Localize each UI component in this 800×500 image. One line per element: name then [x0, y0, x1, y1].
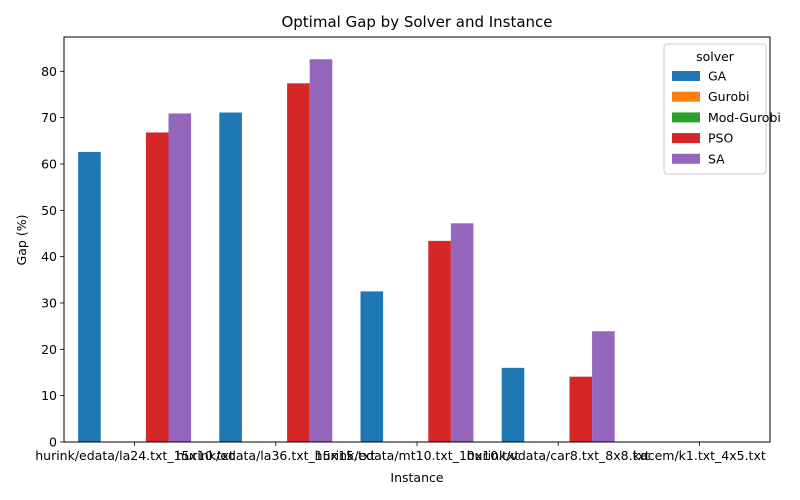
bar-sa-3 — [592, 331, 615, 442]
y-tick-label: 0 — [49, 435, 57, 450]
y-tick-label: 80 — [41, 64, 57, 79]
bar-sa-1 — [309, 59, 333, 443]
bar-ga-3 — [501, 367, 525, 442]
y-tick-label: 30 — [41, 295, 57, 310]
y-axis-ticks: 0 10 20 30 40 50 60 70 80 — [41, 64, 64, 450]
x-tick-label: hurink/edata/la36.txt_15x15.txt — [176, 448, 375, 463]
x-tick-label: hurink/vdata/car8.txt_8x8.txt — [467, 448, 650, 463]
bar-sa-2 — [450, 223, 474, 442]
legend-swatch-sa — [672, 153, 700, 164]
bar-ga-0 — [78, 151, 101, 442]
bar-pso-3 — [569, 376, 593, 442]
legend-label-mod-gurobi: Mod-Gurobi — [708, 110, 781, 125]
x-tick-label: kacem/k1.txt_4x5.txt — [633, 448, 766, 463]
x-tick-label: hurink/edata/la24.txt_15x10.txt — [35, 448, 234, 463]
legend-label-ga: GA — [708, 69, 727, 84]
bars-group — [78, 59, 615, 443]
legend-label-pso: PSO — [708, 131, 733, 146]
y-tick-label: 10 — [41, 388, 57, 403]
legend-swatch-gurobi — [672, 91, 700, 102]
bar-sa-0 — [168, 113, 192, 443]
x-axis-label: Instance — [390, 470, 443, 485]
bar-pso-1 — [287, 83, 310, 442]
bar-pso-2 — [428, 240, 451, 442]
y-tick-label: 70 — [41, 110, 57, 125]
y-tick-label: 60 — [41, 156, 57, 171]
bar-ga-2 — [360, 291, 384, 442]
y-tick-label: 40 — [41, 249, 57, 264]
plot-frame — [63, 36, 771, 443]
chart-title: Optimal Gap by Solver and Instance — [281, 13, 552, 31]
y-tick-label: 20 — [41, 342, 57, 357]
x-axis-ticks: hurink/edata/la24.txt_15x10.txthurink/ed… — [35, 442, 766, 463]
legend-label-gurobi: Gurobi — [708, 89, 750, 104]
legend-swatch-mod-gurobi — [672, 112, 700, 123]
bar-pso-0 — [145, 132, 169, 442]
y-tick-label: 50 — [41, 203, 57, 218]
x-tick-label: hurink/edata/mt10.txt_10x10.txt — [315, 448, 520, 463]
legend-title: solver — [696, 49, 735, 64]
y-axis-label: Gap (%) — [14, 215, 29, 266]
legend-swatch-ga — [672, 71, 700, 81]
legend-label-sa: SA — [708, 151, 725, 166]
bar-ga-1 — [219, 112, 242, 442]
legend-items: GA Gurobi Mod-Gurobi PSO SA — [672, 69, 781, 166]
legend: solver GA Gurobi Mod-Gurobi PSO SA — [663, 43, 781, 175]
legend-swatch-pso — [672, 133, 700, 144]
